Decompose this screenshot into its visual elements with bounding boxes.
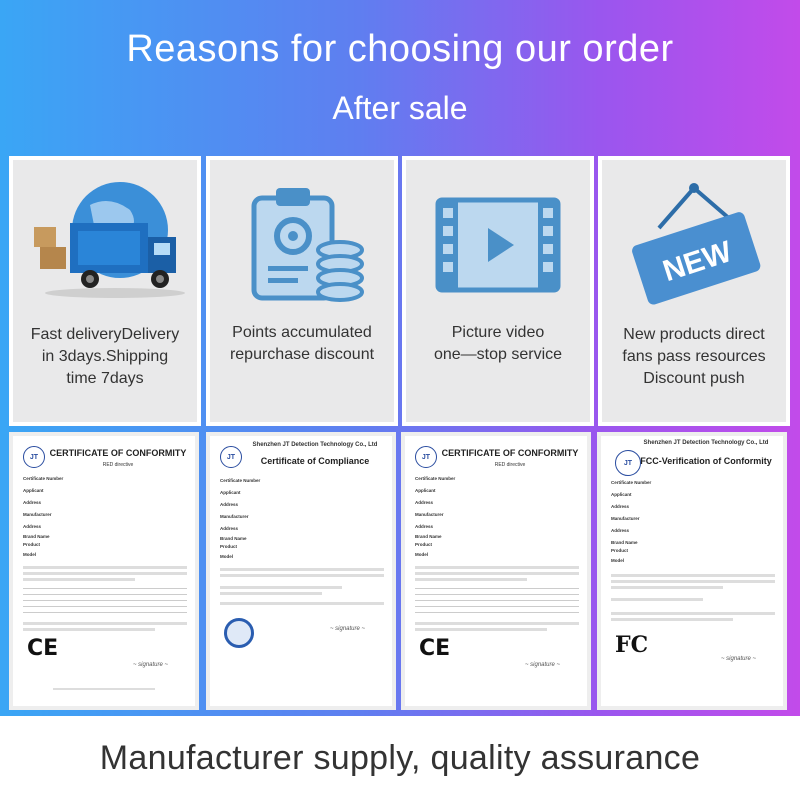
certificate-fcc: JT Shenzhen JT Detection Technology Co.,… bbox=[597, 432, 787, 710]
cert-field-label: Brand Name bbox=[220, 536, 247, 541]
certificate-ce-2: JT CERTIFICATE OF CONFORMITY RED directi… bbox=[401, 432, 591, 710]
signature-icon: ~ signature ~ bbox=[721, 656, 757, 662]
cert-field-label: Product bbox=[23, 542, 41, 547]
certificate-org: Shenzhen JT Detection Technology Co., Lt… bbox=[643, 440, 769, 446]
cert-field-label: Manufacturer bbox=[220, 514, 249, 519]
card-text-line: fans pass resources bbox=[622, 348, 766, 365]
signature-icon: ~ signature ~ bbox=[133, 662, 169, 668]
jt-logo-icon: JT bbox=[220, 446, 242, 468]
new-sign-icon: NEW bbox=[602, 170, 786, 320]
card-picture-video: Picture video one—stop service bbox=[402, 156, 594, 426]
signature-icon: ~ signature ~ bbox=[525, 662, 561, 668]
cert-field-label: Model bbox=[220, 554, 233, 559]
page-title: Reasons for choosing our order bbox=[126, 28, 674, 70]
cert-field-label: Brand Name bbox=[415, 534, 442, 539]
certificate-title: CERTIFICATE OF CONFORMITY bbox=[441, 448, 579, 458]
page-subtitle: After sale bbox=[332, 90, 468, 126]
card-new-products: NEW New products direct fans pass resour… bbox=[598, 156, 790, 426]
cert-field-label: Address bbox=[220, 502, 239, 507]
video-film-icon bbox=[406, 170, 590, 320]
card-text-line: in 3days.Shipping bbox=[41, 348, 169, 365]
ce-mark-icon: CE bbox=[27, 636, 59, 661]
cert-field-label: Product bbox=[611, 548, 629, 553]
cert-field-label: Applicant bbox=[415, 488, 436, 493]
footer-text: Manufacturer supply, quality assurance bbox=[99, 738, 701, 777]
card-text-line: New products direct bbox=[623, 326, 765, 343]
jt-logo-icon: JT bbox=[23, 446, 45, 468]
clipboard-coins-icon bbox=[210, 170, 394, 320]
cert-field-label: Address bbox=[23, 500, 42, 505]
cert-field-label: Address bbox=[23, 524, 42, 529]
cert-field-label: Brand Name bbox=[611, 540, 638, 545]
certificate-compliance: JT Shenzhen JT Detection Technology Co.,… bbox=[206, 432, 396, 710]
cert-field-label: Address bbox=[220, 526, 239, 531]
certificate-title: CERTIFICATE OF CONFORMITY bbox=[49, 448, 187, 458]
cert-field-label: Model bbox=[23, 552, 36, 557]
rohs-badge-icon bbox=[224, 618, 254, 648]
cert-field-label: Manufacturer bbox=[611, 516, 640, 521]
certificate-subtitle: RED directive bbox=[494, 462, 526, 468]
cert-field-label: Applicant bbox=[23, 488, 44, 493]
card-points: Points accumulated repurchase discount bbox=[206, 156, 398, 426]
footer-banner: Manufacturer supply, quality assurance bbox=[0, 716, 800, 800]
card-text-line: Discount push bbox=[643, 370, 745, 387]
cert-field-label: Applicant bbox=[220, 490, 241, 495]
cert-field-label: Certificate Number bbox=[415, 476, 456, 481]
certificate-title: FCC-Verification of Conformity bbox=[640, 456, 772, 466]
cert-field-label: Certificate Number bbox=[611, 480, 652, 485]
delivery-truck-icon bbox=[13, 170, 197, 320]
jt-logo-icon: JT bbox=[415, 446, 437, 468]
cert-field-label: Product bbox=[220, 544, 238, 549]
cert-field-label: Manufacturer bbox=[415, 512, 444, 517]
card-text-line: one—stop service bbox=[433, 346, 563, 363]
certificate-org: Shenzhen JT Detection Technology Co., Lt… bbox=[252, 442, 378, 448]
cert-field-label: Address bbox=[415, 500, 434, 505]
jt-logo-icon: JT bbox=[615, 450, 641, 476]
card-text-line: time 7days bbox=[66, 370, 144, 387]
card-text-line: repurchase discount bbox=[229, 346, 375, 363]
cert-field-label: Model bbox=[611, 558, 624, 563]
certificate-ce-1: JT CERTIFICATE OF CONFORMITY RED directi… bbox=[9, 432, 199, 710]
cert-field-label: Address bbox=[611, 528, 630, 533]
cert-field-label: Certificate Number bbox=[220, 478, 261, 483]
cert-field-label: Product bbox=[415, 542, 433, 547]
card-fast-delivery: Fast deliveryDelivery in 3days.Shipping … bbox=[9, 156, 201, 426]
cert-field-label: Brand Name bbox=[23, 534, 50, 539]
card-text-line: Picture video bbox=[451, 324, 545, 341]
cert-field-label: Certificate Number bbox=[23, 476, 64, 481]
cert-field-label: Model bbox=[415, 552, 428, 557]
cert-field-label: Manufacturer bbox=[23, 512, 52, 517]
card-text-line: Points accumulated bbox=[232, 324, 372, 341]
certificate-subtitle: RED directive bbox=[102, 462, 134, 468]
ce-mark-icon: CE bbox=[419, 636, 451, 661]
certificate-title: Certificate of Compliance bbox=[260, 456, 370, 466]
cert-field-label: Applicant bbox=[611, 492, 632, 497]
cert-field-label: Address bbox=[611, 504, 630, 509]
signature-icon: ~ signature ~ bbox=[330, 626, 366, 632]
card-text-line: Fast deliveryDelivery bbox=[30, 326, 180, 343]
fcc-mark-icon: FC bbox=[615, 632, 649, 658]
cert-field-label: Address bbox=[415, 524, 434, 529]
